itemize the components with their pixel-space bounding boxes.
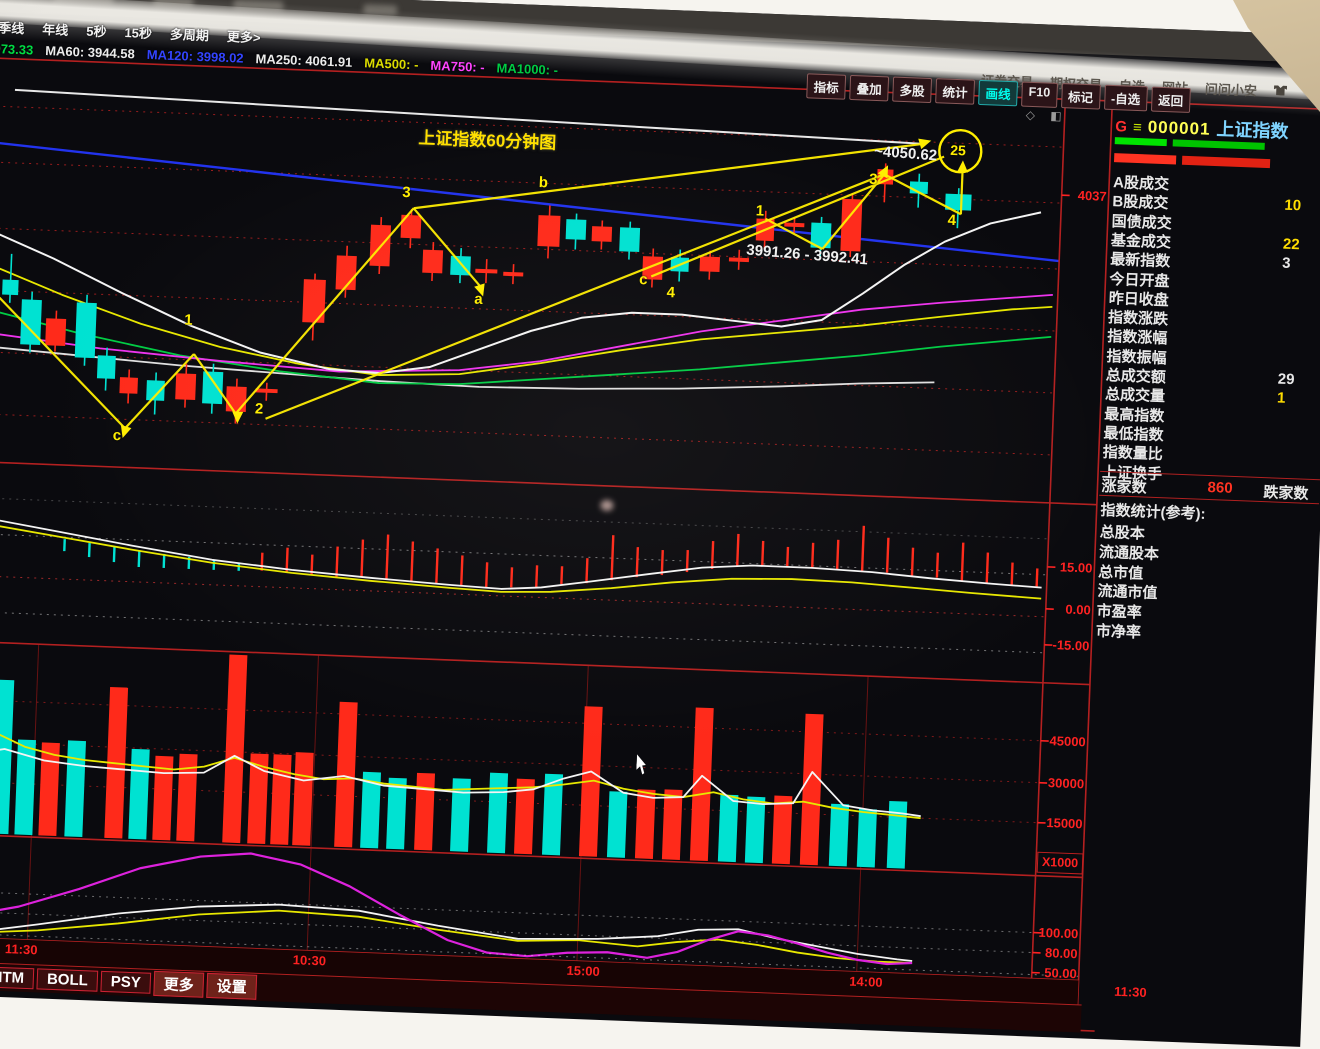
- wave-label-b: b: [538, 174, 548, 191]
- down-count-label: 跌家数: [1263, 481, 1309, 504]
- ma-value-3: MA250: 4061.91: [255, 51, 352, 70]
- quote-row-value: 29: [1277, 371, 1294, 389]
- time-label-2: 15:00: [566, 963, 600, 979]
- tool-button-3[interactable]: 统计: [935, 78, 975, 104]
- shirt-icon[interactable]: [1274, 85, 1287, 95]
- wave-label-2: 2: [255, 400, 264, 417]
- ma-value-6: MA1000: -: [496, 60, 558, 77]
- period-button-3[interactable]: 15秒: [124, 22, 152, 42]
- up-count-value: 860: [1207, 479, 1233, 497]
- wave-label-a: a: [474, 291, 483, 308]
- quote-row-value: 10: [1284, 197, 1301, 215]
- tool-button-0[interactable]: 指标: [806, 73, 846, 99]
- up-count-label: 涨家数: [1101, 478, 1147, 497]
- axis-label-30000: 30000: [1038, 775, 1085, 792]
- ma-value-5: MA750: -: [430, 57, 485, 74]
- tab-MTM[interactable]: MTM: [0, 966, 34, 989]
- wave-label-c: c: [639, 271, 648, 288]
- time-label-1: 10:30: [292, 952, 326, 968]
- circle-label: 25: [950, 142, 966, 159]
- chart-title: 上证指数60分钟图: [418, 123, 557, 153]
- period-button-1[interactable]: 年线: [42, 18, 69, 38]
- axis-label-15.00: 15.00: [1046, 559, 1093, 576]
- quote-row-value: 3: [1282, 255, 1291, 272]
- axis-label-80.00: 80.00: [1031, 945, 1078, 962]
- quote-bar: [1115, 137, 1167, 146]
- stock-code: 000001: [1147, 117, 1210, 139]
- g-flag: G: [1115, 118, 1127, 135]
- tool-button-8[interactable]: 返回: [1151, 87, 1191, 113]
- period-button-5[interactable]: 更多>: [227, 25, 261, 45]
- quote-row-value: 22: [1283, 236, 1300, 254]
- ma-value-4: MA500: -: [364, 55, 419, 72]
- wave-label-3: 3: [402, 184, 411, 201]
- axis-label-100.00: 100.00: [1032, 925, 1079, 942]
- wave-label-1: 1: [756, 202, 765, 219]
- tool-button-2[interactable]: 多股: [892, 77, 932, 103]
- period-button-0[interactable]: 季线: [0, 17, 25, 37]
- menu-item-4[interactable]: 问问小安: [1205, 78, 1258, 99]
- ma-value-0: 973.33: [0, 41, 34, 58]
- quote-bar: [1114, 153, 1176, 164]
- wave-label-c: c: [112, 427, 121, 444]
- axis-label-45000: 45000: [1039, 733, 1086, 750]
- period-button-4[interactable]: 多周期: [170, 23, 210, 43]
- axis-label-0.00: 0.00: [1045, 601, 1092, 618]
- tool-button-6[interactable]: 标记: [1061, 83, 1101, 109]
- levels-icon: ≡: [1133, 119, 1142, 136]
- axis-label-4037: 4037: [1060, 187, 1107, 204]
- wave-label-4: 4: [947, 212, 956, 229]
- quote-bar: [1182, 156, 1270, 168]
- tab-设置[interactable]: 设置: [206, 973, 257, 1000]
- quote-row-value: 1: [1277, 390, 1286, 407]
- minimize-button[interactable]: —: [1304, 83, 1319, 100]
- ma-value-2: MA120: 3998.02: [147, 46, 244, 65]
- time-label-0: 11:30: [5, 941, 38, 957]
- layout-icons[interactable]: ◇ ◧: [1025, 108, 1067, 124]
- tab-BOLL[interactable]: BOLL: [37, 968, 99, 991]
- axis-label-15000: 15000: [1036, 815, 1083, 832]
- wave-label-1: 1: [184, 312, 193, 329]
- time-label-4: 11:30: [1114, 984, 1147, 1000]
- tool-button-7[interactable]: -自选: [1104, 85, 1148, 112]
- tab-更多[interactable]: 更多: [153, 971, 204, 998]
- tool-button-1[interactable]: 叠加: [849, 75, 889, 101]
- axis-label-50.00: 50.00: [1031, 965, 1078, 982]
- wave-label-4: 4: [666, 284, 675, 301]
- stock-name: 上证指数: [1216, 115, 1289, 144]
- wave-label-3: 3: [869, 171, 878, 188]
- ma-value-1: MA60: 3944.58: [45, 43, 135, 61]
- axis-label--15.00: -15.00: [1043, 637, 1090, 654]
- time-label-3: 14:00: [849, 974, 883, 990]
- tool-button-5[interactable]: F10: [1021, 82, 1057, 108]
- period-button-2[interactable]: 5秒: [86, 20, 107, 40]
- volume-unit-label: X1000: [1037, 852, 1084, 875]
- tool-button-4[interactable]: 画线: [978, 80, 1018, 106]
- tab-PSY[interactable]: PSY: [100, 971, 151, 994]
